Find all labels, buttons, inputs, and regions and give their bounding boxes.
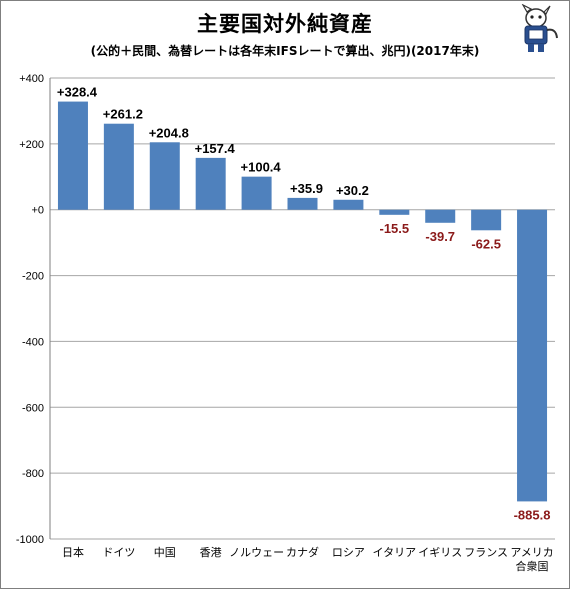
bar [287, 197, 318, 210]
x-category-label: 香港 [200, 546, 222, 559]
bar [57, 101, 88, 210]
y-tick-label: -400 [22, 336, 44, 348]
bar [471, 209, 502, 231]
y-tick-label: -600 [22, 402, 44, 414]
x-category-label: イタリア [373, 546, 417, 559]
data-label: -15.5 [379, 221, 409, 236]
data-label: -62.5 [471, 236, 501, 251]
x-category-label: 中国 [154, 546, 176, 559]
data-label: +261.2 [103, 107, 143, 122]
bar [333, 199, 364, 210]
y-tick-label: -200 [22, 271, 44, 283]
data-label: +328.4 [57, 85, 98, 100]
x-category-label: イギリス [418, 546, 462, 559]
bar [425, 209, 456, 223]
data-label: +204.8 [149, 125, 189, 140]
x-category-label: カナダ [286, 545, 319, 559]
x-category-label: ドイツ [102, 546, 135, 559]
y-tick-label: -800 [22, 468, 44, 480]
x-category-label: フランス [464, 546, 508, 559]
x-category-label: 日本 [62, 545, 84, 559]
y-tick-label: +400 [19, 73, 44, 85]
y-tick-label: +0 [31, 205, 44, 217]
bar [103, 123, 134, 210]
mascot-logo-icon [521, 4, 558, 52]
bar [379, 209, 410, 215]
x-category-label: ノルウェー [229, 546, 284, 559]
bar [149, 142, 180, 210]
y-tick-label: +200 [19, 139, 44, 151]
y-tick-label: -1000 [16, 534, 44, 546]
chart-title: 主要国対外純資産 [197, 12, 373, 36]
data-label: -39.7 [425, 229, 455, 244]
x-category-label: 合衆国 [516, 559, 549, 573]
data-label: +100.4 [241, 160, 282, 175]
chart-subtitle: (公的＋民間、為替レートは各年末IFSレートで算出、兆円)(2017年末) [90, 44, 480, 58]
data-label: +30.2 [336, 183, 369, 198]
x-category-label: アメリカ [510, 546, 553, 559]
x-category-label: ロシア [332, 546, 365, 559]
bar [195, 157, 226, 210]
data-label: +157.4 [195, 141, 236, 156]
bar [517, 209, 548, 502]
bar [241, 176, 272, 210]
data-label: +35.9 [290, 181, 323, 196]
data-label: -885.8 [514, 507, 551, 522]
